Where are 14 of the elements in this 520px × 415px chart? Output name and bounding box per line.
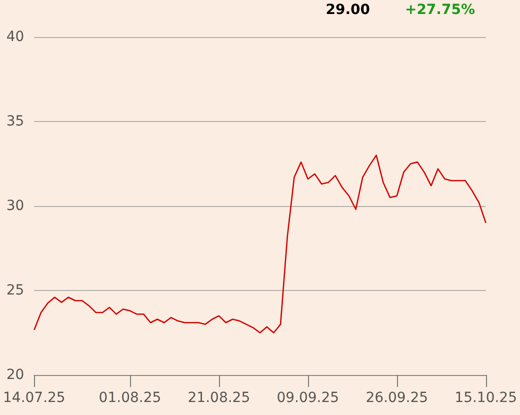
x-tick-label: 01.08.25 xyxy=(98,390,162,406)
text: +27.75% xyxy=(404,2,476,18)
x-tick-label: 15.10.25 xyxy=(454,390,517,406)
y-tick-label: 35 xyxy=(6,114,24,130)
y-tick-label: 40 xyxy=(6,29,24,45)
x-tick-label: 09.09.25 xyxy=(276,390,340,406)
y-tick-label: 25 xyxy=(6,282,24,298)
line-series xyxy=(34,154,486,334)
text: 29.00 xyxy=(326,2,370,18)
y-tick-label: 30 xyxy=(6,198,24,214)
y-tick-label: 20 xyxy=(6,367,24,383)
x-tick-label: 21.08.25 xyxy=(188,390,250,406)
x-tick-label: 14.07.25 xyxy=(3,390,66,406)
x-tick-label: 26.09.25 xyxy=(366,390,428,406)
